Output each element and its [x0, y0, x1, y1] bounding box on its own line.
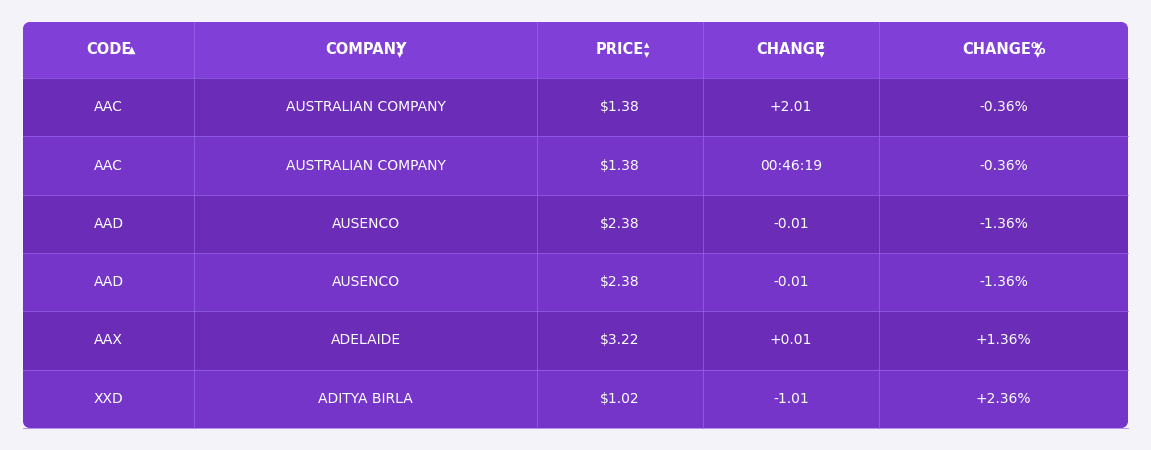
Text: AAC: AAC [94, 100, 123, 114]
Bar [23, 136, 1128, 195]
Text: $2.38: $2.38 [600, 275, 640, 289]
Text: AAC: AAC [94, 158, 123, 172]
Bar [23, 253, 1128, 311]
Text: CHANGE%: CHANGE% [962, 42, 1045, 58]
Text: ADELAIDE: ADELAIDE [330, 333, 401, 347]
Text: $3.22: $3.22 [600, 333, 640, 347]
Bar [23, 369, 1128, 420]
Text: ▼: ▼ [643, 52, 649, 58]
Text: -0.36%: -0.36% [980, 100, 1028, 114]
Text: ▼: ▼ [818, 52, 824, 58]
Text: XXD: XXD [93, 392, 123, 406]
Text: -1.36%: -1.36% [980, 275, 1028, 289]
Text: ADITYA BIRLA: ADITYA BIRLA [318, 392, 413, 406]
Text: CHANGE: CHANGE [756, 42, 825, 58]
Text: ▲: ▲ [1035, 42, 1041, 48]
Text: AUSTRALIAN COMPANY: AUSTRALIAN COMPANY [285, 100, 445, 114]
Text: AUSTRALIAN COMPANY: AUSTRALIAN COMPANY [285, 158, 445, 172]
Text: -0.36%: -0.36% [980, 158, 1028, 172]
Bar [23, 195, 1128, 253]
Text: ▲: ▲ [128, 45, 136, 55]
Text: +2.01: +2.01 [770, 100, 813, 114]
Text: AUSENCO: AUSENCO [331, 217, 399, 231]
Bar [23, 78, 1128, 136]
Text: AUSENCO: AUSENCO [331, 275, 399, 289]
Text: $2.38: $2.38 [600, 217, 640, 231]
Text: -0.01: -0.01 [773, 275, 809, 289]
Text: $1.38: $1.38 [600, 100, 640, 114]
Text: $1.38: $1.38 [600, 158, 640, 172]
Text: 00:46:19: 00:46:19 [760, 158, 822, 172]
Text: AAX: AAX [94, 333, 123, 347]
Text: PRICE: PRICE [595, 42, 643, 58]
Text: ▲: ▲ [818, 42, 824, 48]
Bar [23, 70, 1128, 78]
Text: ▲: ▲ [397, 42, 403, 48]
Text: +0.01: +0.01 [770, 333, 813, 347]
Text: +1.36%: +1.36% [976, 333, 1031, 347]
Text: -1.01: -1.01 [773, 392, 809, 406]
Bar [23, 311, 1128, 369]
FancyBboxPatch shape [23, 22, 1128, 428]
Text: AAD: AAD [93, 275, 123, 289]
Text: COMPANY: COMPANY [325, 42, 406, 58]
Text: ▼: ▼ [1035, 52, 1041, 58]
FancyBboxPatch shape [23, 369, 1128, 428]
Text: $1.02: $1.02 [600, 392, 640, 406]
Text: -0.01: -0.01 [773, 217, 809, 231]
FancyBboxPatch shape [23, 22, 1128, 78]
Text: ▲: ▲ [643, 42, 649, 48]
Text: AAD: AAD [93, 217, 123, 231]
Text: ▼: ▼ [397, 52, 403, 58]
Text: CODE: CODE [86, 42, 131, 58]
Text: +2.36%: +2.36% [976, 392, 1031, 406]
Text: -1.36%: -1.36% [980, 217, 1028, 231]
